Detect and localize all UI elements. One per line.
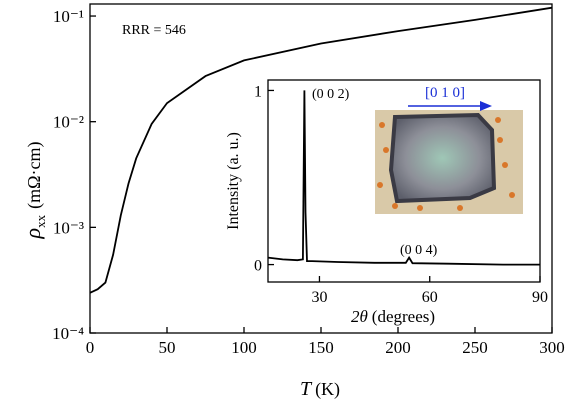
x-tick-label: 60 — [422, 289, 438, 306]
x-axis-label-part: (degrees) — [372, 307, 435, 326]
y-tick-label: 1 — [254, 83, 262, 100]
y-axis-label-part: ρ — [20, 228, 45, 240]
x-axis-label: T (K) — [300, 378, 340, 400]
photo-speck — [502, 162, 508, 168]
data-line — [89, 6, 553, 294]
x-tick-label: 0 — [86, 338, 95, 357]
x-tick-label: 100 — [231, 338, 257, 357]
photo-speck — [497, 137, 503, 143]
crystal — [388, 112, 497, 204]
x-axis-label-part: (K) — [315, 379, 340, 400]
x-tick-label: 50 — [159, 338, 176, 357]
photo-speck — [417, 205, 423, 211]
photo-speck — [509, 192, 515, 198]
y-tick-label: 0 — [254, 258, 262, 275]
y-axis-label: ρxx (mΩ·cm) — [20, 142, 48, 240]
y-tick-label: 10⁻⁴ — [52, 324, 84, 343]
photo-speck — [383, 147, 389, 153]
direction-label: [0 1 0] — [425, 85, 465, 101]
y-axis-label: Intensity (a. u.) — [225, 132, 242, 230]
x-tick-label: 250 — [462, 338, 488, 357]
x-tick-label: 90 — [532, 289, 548, 306]
plot-frame — [267, 79, 541, 283]
x-tick-label: 300 — [539, 338, 565, 357]
x-axis-label-part: 2θ — [351, 307, 368, 326]
arrow-head — [480, 101, 492, 111]
y-axis-label-part: (mΩ·cm) — [24, 142, 45, 209]
peak-label: (0 0 4) — [400, 243, 438, 258]
photo-speck — [377, 182, 383, 188]
x-tick-label: 200 — [385, 338, 411, 357]
x-tick-label: 150 — [308, 338, 334, 357]
annotation: RRR = 546 — [122, 23, 186, 38]
y-tick-label: 10⁻¹ — [53, 7, 84, 26]
photo-speck — [392, 203, 398, 209]
x-axis-label: 2θ (degrees) — [351, 307, 435, 326]
y-tick-label: 10⁻² — [53, 113, 84, 132]
data-line — [267, 90, 540, 266]
photo-speck — [495, 117, 501, 123]
y-tick-label: 10⁻³ — [53, 218, 84, 237]
peak-label: (0 0 2) — [312, 87, 350, 102]
y-axis-label-part: xx — [33, 214, 48, 228]
x-tick-label: 30 — [311, 289, 327, 306]
photo-speck — [379, 122, 385, 128]
photo-speck — [457, 205, 463, 211]
x-axis-label-part: T — [300, 378, 313, 400]
